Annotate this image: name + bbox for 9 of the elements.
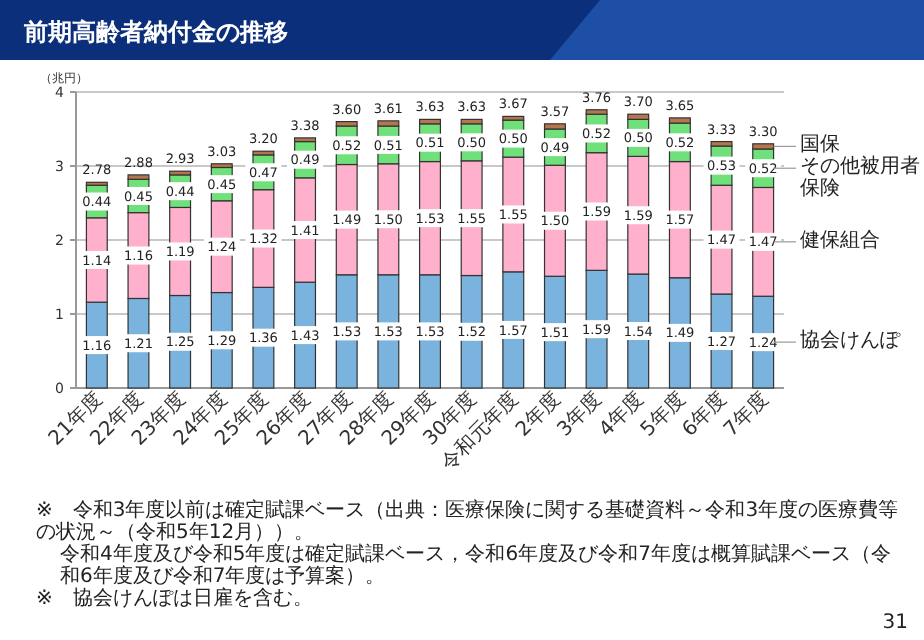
text: ※ 協会けんぽは日雇を含む。 xyxy=(36,588,315,610)
series-label: 健保組合 xyxy=(800,229,882,252)
series-label: 国保 xyxy=(800,134,840,157)
series-label: その他被用者保険 xyxy=(800,156,920,201)
text: 31 xyxy=(882,612,908,634)
chart-title: 前期高齢者納付金の推移 xyxy=(22,18,288,46)
text: ※ 令和3年度以前は確定賦課ベース（出典：医療保険に関する基礎資料～令和3年度の医療費等の状況～（令和5年12月））。 xyxy=(36,500,900,544)
series-label: 協会けんぽ xyxy=(800,330,903,353)
text: 令和4年度及び令和5年度は確定賦課ベース，令和6年度及び令和7年度は概算賦課ベース（令和6年度及び令和7年度は予算案）。 xyxy=(60,544,893,588)
